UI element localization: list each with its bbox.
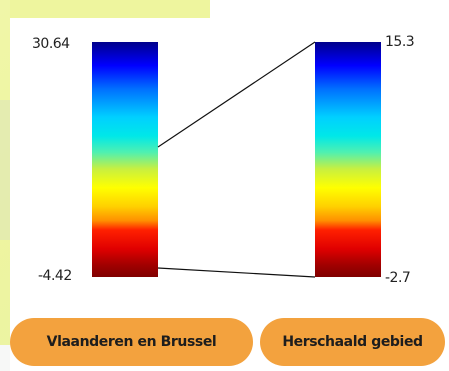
- legend-panel: [10, 0, 449, 371]
- right-max-value: 15.3: [385, 34, 415, 50]
- herschaald-gebied-button[interactable]: Herschaald gebied: [260, 318, 445, 366]
- left-max-value: 30.64: [32, 36, 70, 52]
- map-strip: [10, 0, 210, 18]
- left-min-value: -4.42: [38, 268, 72, 284]
- right-min-value: -2.7: [385, 270, 411, 286]
- color-scale-rescaled: [315, 42, 381, 277]
- vlaanderen-brussel-button[interactable]: Vlaanderen en Brussel: [10, 318, 253, 366]
- color-scale-full: [92, 42, 158, 277]
